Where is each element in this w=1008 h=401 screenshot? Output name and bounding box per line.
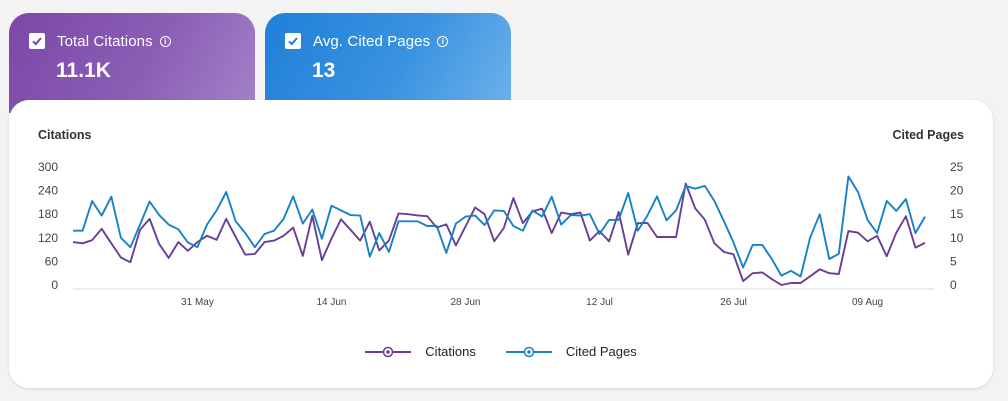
info-icon[interactable]: i (437, 35, 449, 47)
y-right-tick-label: 20 (950, 184, 964, 198)
right-axis-title: Cited Pages (892, 128, 964, 142)
total-citations-tile[interactable]: Total Citations i 11.1K (9, 13, 255, 113)
y-right-tick-label: 15 (950, 207, 964, 221)
legend-item-citations[interactable]: Citations (365, 344, 476, 359)
info-icon[interactable]: i (159, 35, 171, 47)
x-tick-label: 14 Jun (316, 297, 346, 308)
tile-label: Total Citations (57, 32, 153, 50)
y-right-tick-label: 25 (950, 160, 964, 174)
legend-label: Citations (425, 344, 476, 359)
avg-cited-pages-tile[interactable]: Avg. Cited Pages i 13 (265, 13, 511, 113)
chart-legend: Citations Cited Pages (9, 344, 993, 359)
y-left-tick-label: 180 (38, 207, 58, 221)
x-tick-label: 26 Jul (720, 297, 747, 308)
y-left-tick-label: 240 (38, 184, 58, 198)
tile-value: 11.1K (56, 59, 111, 82)
y-right-tick-label: 0 (950, 278, 957, 292)
y-right-tick-label: 5 (950, 254, 957, 268)
y-left-tick-label: 300 (38, 160, 58, 174)
legend-label: Cited Pages (565, 344, 637, 359)
y-left-tick-label: 60 (45, 254, 59, 268)
legend-item-cited-pages[interactable]: Cited Pages (505, 344, 637, 359)
tile-label: Avg. Cited Pages (313, 32, 431, 50)
chart-card: Citations Cited Pages 300 240 180 120 60 0 25 20 1… (9, 100, 993, 388)
series-line-citations[interactable] (72, 182, 926, 286)
check-icon (288, 37, 298, 46)
tile-value: 13 (312, 59, 336, 82)
y-left-tick-label: 0 (51, 278, 58, 292)
x-tick-label: 12 Jul (586, 297, 613, 308)
legend-line-icon (505, 346, 552, 357)
y-right-tick-label: 10 (950, 231, 964, 245)
cited-pages-checkbox[interactable] (285, 33, 301, 49)
citations-checkbox[interactable] (29, 33, 45, 49)
left-axis-title: Citations (38, 128, 92, 142)
legend-line-icon (365, 346, 412, 357)
check-icon (32, 37, 42, 46)
line-chart: Citations Cited Pages 300 240 180 120 60 0 25 20 1… (38, 128, 964, 308)
y-left-tick-label: 120 (38, 231, 58, 245)
x-tick-label: 31 May (181, 297, 214, 308)
x-tick-label: 28 Jun (450, 297, 480, 308)
x-tick-label: 09 Aug (852, 297, 883, 308)
series-line-cited-pages[interactable] (73, 175, 926, 278)
